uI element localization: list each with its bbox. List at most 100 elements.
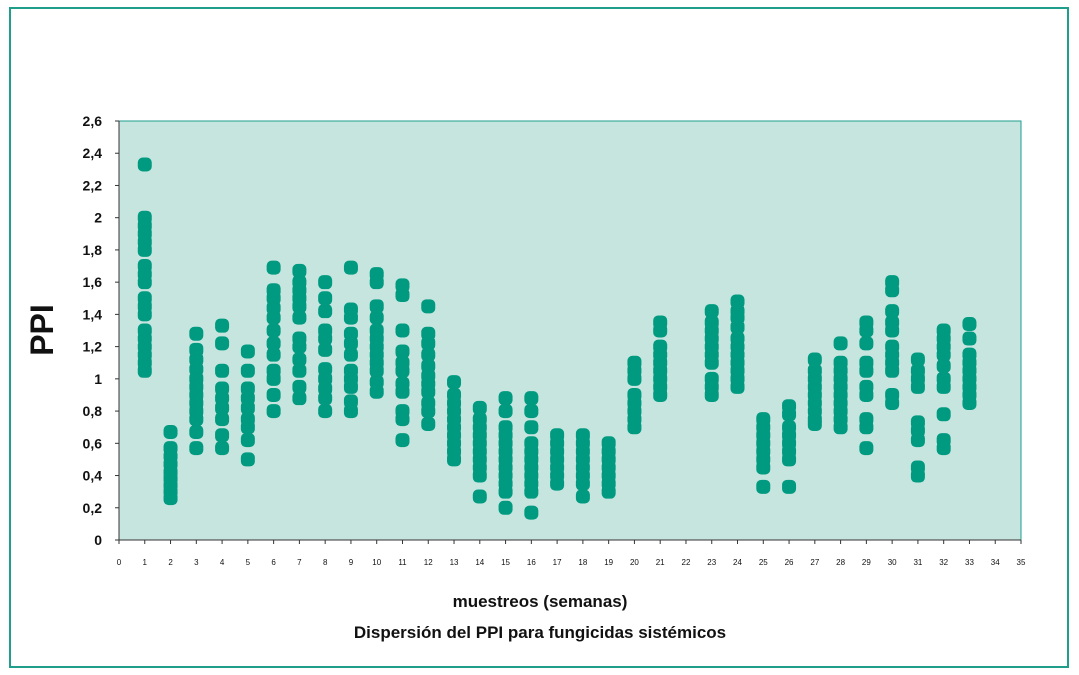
data-point <box>189 441 203 455</box>
data-point <box>859 388 873 402</box>
y-axis-label: PPI <box>24 304 60 356</box>
data-point <box>962 317 976 331</box>
y-tick-label: 1,8 <box>83 242 103 258</box>
data-point <box>421 299 435 313</box>
data-point <box>344 348 358 362</box>
data-point <box>421 404 435 418</box>
data-point <box>292 340 306 354</box>
y-tick-label: 1 <box>94 371 102 387</box>
data-point <box>602 485 616 499</box>
data-point <box>885 324 899 338</box>
data-point <box>937 380 951 394</box>
data-point <box>550 477 564 491</box>
data-point <box>859 441 873 455</box>
y-tick-label: 0,6 <box>83 435 103 451</box>
data-point <box>782 452 796 466</box>
chart-title: Dispersión del PPI para fungicidas sisté… <box>354 623 726 642</box>
data-point <box>499 391 513 405</box>
data-point <box>499 404 513 418</box>
data-point <box>885 396 899 410</box>
data-point <box>395 412 409 426</box>
x-tick-label: 1 <box>143 558 148 567</box>
data-point <box>421 417 435 431</box>
data-point <box>937 359 951 373</box>
data-point <box>524 420 538 434</box>
data-point <box>705 388 719 402</box>
data-point <box>189 412 203 426</box>
data-point <box>627 372 641 386</box>
data-point <box>911 380 925 394</box>
data-point <box>859 324 873 338</box>
data-point <box>395 324 409 338</box>
x-tick-label: 31 <box>913 558 922 567</box>
x-tick-label: 17 <box>553 558 562 567</box>
data-point <box>344 380 358 394</box>
data-point <box>344 311 358 325</box>
data-point <box>524 404 538 418</box>
data-point <box>447 452 461 466</box>
data-point <box>267 261 281 275</box>
y-tick-label: 0 <box>94 532 102 548</box>
y-axis: 0 0,2 0,4 0,6 0,8 1 1,2 1,4 1,6 1,8 2 2,2 2,4 2,6 <box>83 113 119 548</box>
data-point <box>292 391 306 405</box>
data-point <box>395 385 409 399</box>
x-tick-label: 5 <box>246 558 251 567</box>
data-point <box>164 425 178 439</box>
data-point <box>138 158 152 172</box>
x-tick-label: 10 <box>372 558 381 567</box>
data-point <box>834 336 848 350</box>
data-point <box>859 364 873 378</box>
data-point <box>241 433 255 447</box>
x-tick-label: 30 <box>888 558 897 567</box>
data-point <box>138 275 152 289</box>
x-tick-label: 34 <box>991 558 1000 567</box>
x-tick-label: 25 <box>759 558 768 567</box>
data-point <box>782 407 796 421</box>
x-tick-label: 21 <box>656 558 665 567</box>
data-point <box>524 485 538 499</box>
data-point <box>318 404 332 418</box>
data-point <box>138 364 152 378</box>
data-point <box>834 420 848 434</box>
data-point <box>370 385 384 399</box>
y-tick-label: 2,4 <box>83 145 103 161</box>
data-point <box>859 336 873 350</box>
x-tick-label: 8 <box>323 558 328 567</box>
data-point <box>859 420 873 434</box>
data-point <box>885 364 899 378</box>
data-point <box>473 469 487 483</box>
data-point <box>344 261 358 275</box>
data-point <box>653 388 667 402</box>
x-tick-label: 20 <box>630 558 639 567</box>
y-tick-label: 2,2 <box>83 177 103 193</box>
x-tick-label: 35 <box>1017 558 1026 567</box>
data-point <box>241 364 255 378</box>
y-tick-label: 0,4 <box>83 468 103 484</box>
data-point <box>138 243 152 257</box>
data-point <box>292 364 306 378</box>
data-point <box>756 480 770 494</box>
x-tick-label: 29 <box>862 558 871 567</box>
x-axis-label: muestreos (semanas) <box>453 592 628 611</box>
data-point <box>370 275 384 289</box>
data-point <box>215 319 229 333</box>
x-tick-label: 7 <box>297 558 302 567</box>
data-point <box>344 404 358 418</box>
y-tick-label: 2,6 <box>83 113 103 129</box>
x-tick-label: 2 <box>168 558 173 567</box>
x-tick-label: 23 <box>707 558 716 567</box>
data-point <box>241 452 255 466</box>
data-point <box>318 275 332 289</box>
x-tick-label: 12 <box>424 558 433 567</box>
data-point <box>576 489 590 503</box>
x-tick-label: 19 <box>604 558 613 567</box>
x-tick-label: 27 <box>810 558 819 567</box>
data-point <box>370 311 384 325</box>
y-tick-label: 2 <box>94 210 102 226</box>
data-point <box>911 469 925 483</box>
data-point <box>962 332 976 346</box>
x-axis: 0 1 2 3 4 5 6 7 8 9 10 11 12 13 14 15 16 17 18 19 20 21 22 23 24… <box>117 540 1026 567</box>
data-point <box>937 441 951 455</box>
x-tick-label: 18 <box>578 558 587 567</box>
data-point <box>782 480 796 494</box>
